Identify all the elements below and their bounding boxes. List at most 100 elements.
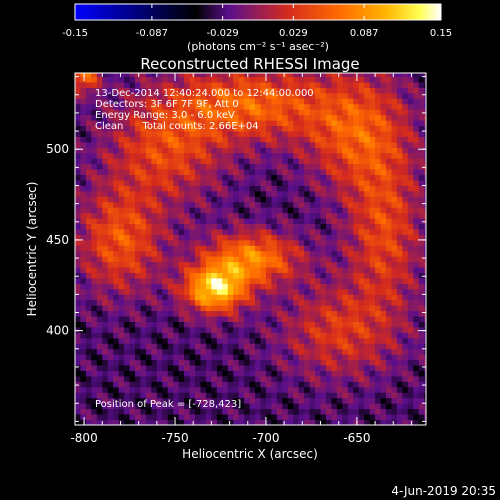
- heatmap-cell: [162, 245, 169, 252]
- heatmap-cell: [189, 87, 196, 94]
- heatmap-cell: [402, 256, 409, 263]
- heatmap-cell: [375, 174, 381, 181]
- heatmap-cell: [91, 92, 98, 99]
- heatmap-cell: [265, 403, 272, 410]
- heatmap-cell: [140, 73, 147, 78]
- heatmap-cell: [298, 92, 305, 99]
- heatmap-cell: [173, 180, 180, 186]
- heatmap-cell: [91, 239, 98, 246]
- heatmap-cell: [331, 348, 338, 355]
- heatmap-cell: [255, 92, 261, 99]
- heatmap-cell: [178, 288, 185, 295]
- heatmap-cell: [364, 365, 371, 371]
- heatmap-cell: [287, 256, 294, 263]
- heatmap-cell: [424, 229, 426, 235]
- heatmap-cell: [140, 250, 147, 257]
- heatmap-cell: [380, 245, 387, 252]
- heatmap-cell: [151, 419, 158, 425]
- heatmap-cell: [238, 92, 245, 99]
- heatmap-cell: [375, 299, 381, 306]
- heatmap-cell: [304, 163, 311, 170]
- heatmap-cell: [342, 343, 349, 350]
- heatmap-cell: [107, 348, 114, 355]
- heatmap-cell: [282, 185, 289, 192]
- heatmap-cell: [178, 365, 185, 371]
- heatmap-cell: [195, 73, 201, 78]
- heatmap-cell: [189, 288, 196, 295]
- heatmap-cell: [205, 109, 212, 116]
- heatmap-cell: [320, 321, 327, 328]
- heatmap-cell: [129, 343, 136, 350]
- heatmap-cell: [418, 376, 425, 382]
- heatmap-cell: [129, 316, 136, 322]
- heatmap-cell: [304, 147, 311, 154]
- heatmap-cell: [331, 125, 338, 132]
- heatmap-cell: [200, 190, 207, 197]
- heatmap-cell: [298, 305, 305, 312]
- heatmap-cell: [358, 365, 365, 371]
- heatmap-cell: [325, 294, 332, 301]
- heatmap-cell: [293, 397, 300, 404]
- heatmap-cell: [413, 169, 420, 176]
- heatmap-cell: [162, 229, 169, 235]
- heatmap-cell: [391, 136, 398, 143]
- heatmap-cell: [331, 327, 338, 333]
- heatmap-cell: [347, 141, 354, 148]
- heatmap-cell: [391, 98, 398, 105]
- heatmap-cell: [375, 218, 381, 224]
- heatmap-cell: [407, 278, 414, 284]
- heatmap-cell: [205, 229, 212, 235]
- heatmap-cell: [102, 180, 109, 186]
- heatmap-cell: [353, 359, 360, 366]
- heatmap-cell: [325, 354, 332, 361]
- heatmap-cell: [227, 125, 234, 132]
- heatmap-cell: [167, 131, 174, 137]
- heatmap-cell: [375, 212, 381, 219]
- heatmap-cell: [298, 169, 305, 176]
- heatmap-cell: [216, 376, 223, 382]
- heatmap-cell: [364, 152, 371, 159]
- heatmap-cell: [227, 299, 234, 306]
- heatmap-cell: [255, 299, 261, 306]
- heatmap-cell: [353, 332, 360, 339]
- heatmap-cell: [265, 310, 272, 317]
- heatmap-cell: [91, 305, 98, 312]
- heatmap-cell: [151, 174, 158, 181]
- heatmap-cell: [309, 256, 316, 263]
- heatmap-cell: [85, 321, 92, 328]
- heatmap-cell: [211, 365, 218, 371]
- heatmap-cell: [85, 327, 92, 333]
- heatmap-cell: [369, 419, 376, 425]
- heatmap-cell: [282, 163, 289, 170]
- heatmap-cell: [91, 397, 98, 404]
- heatmap-cell: [304, 109, 311, 116]
- heatmap-cell: [140, 294, 147, 301]
- heatmap-cell: [85, 288, 92, 295]
- heatmap-cell: [271, 109, 278, 116]
- heatmap-cell: [118, 201, 125, 208]
- heatmap-cell: [189, 229, 196, 235]
- heatmap-cell: [391, 321, 398, 328]
- heatmap-cell: [298, 141, 305, 148]
- heatmap-cell: [304, 310, 311, 317]
- heatmap-cell: [402, 109, 409, 116]
- heatmap-cell: [145, 82, 152, 88]
- heatmap-cell: [364, 103, 371, 110]
- heatmap-cell: [347, 174, 354, 181]
- heatmap-cell: [358, 261, 365, 268]
- heatmap-cell: [216, 120, 223, 127]
- heatmap-cell: [75, 267, 81, 273]
- heatmap-cell: [282, 376, 289, 382]
- heatmap-cell: [271, 359, 278, 366]
- heatmap-cell: [80, 223, 87, 230]
- heatmap-cell: [195, 174, 201, 181]
- heatmap-cell: [287, 299, 294, 306]
- heatmap-cell: [151, 343, 158, 350]
- heatmap-cell: [424, 141, 426, 148]
- heatmap-cell: [336, 376, 343, 382]
- heatmap-cell: [91, 283, 98, 290]
- heatmap-cell: [178, 376, 185, 382]
- heatmap-cell: [364, 348, 371, 355]
- heatmap-cell: [233, 283, 240, 290]
- heatmap-cell: [298, 299, 305, 306]
